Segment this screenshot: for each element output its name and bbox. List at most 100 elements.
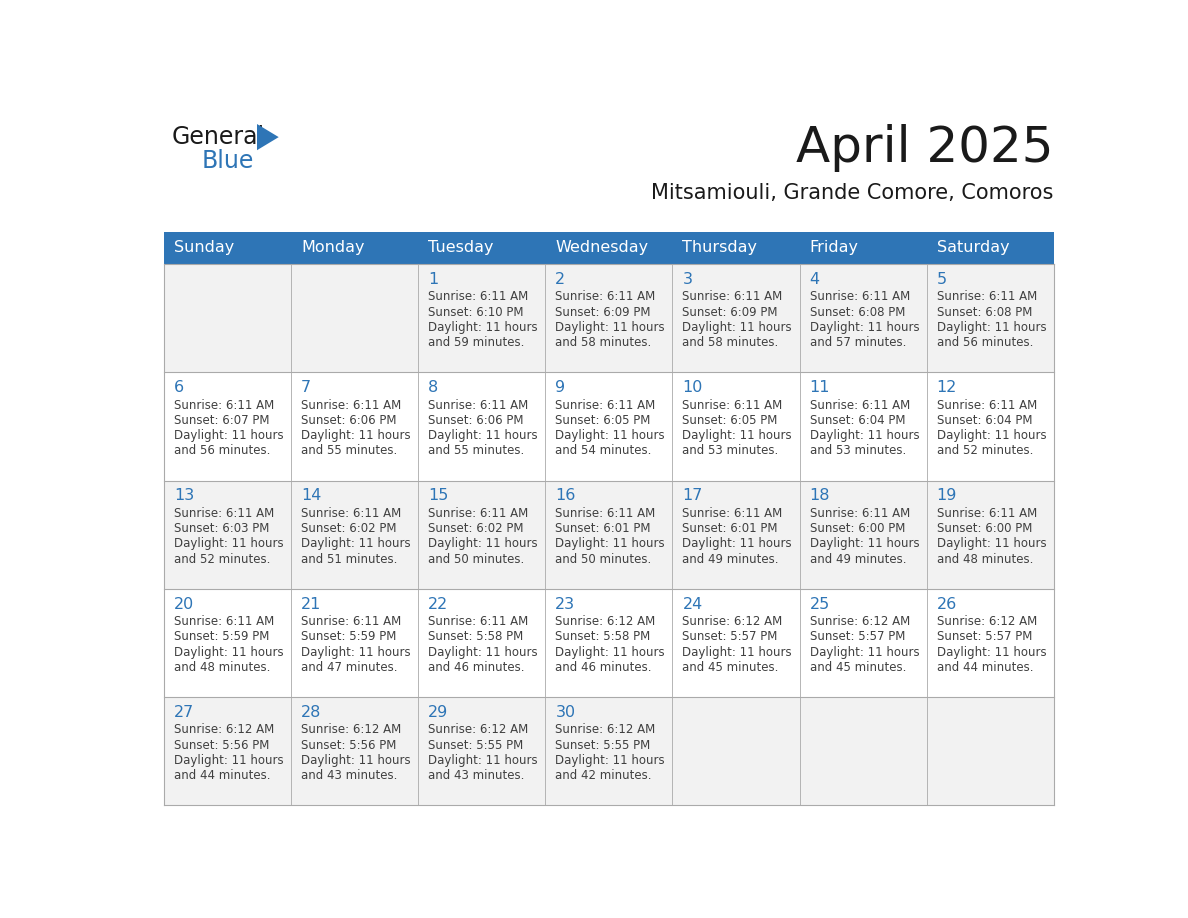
Text: and 56 minutes.: and 56 minutes. <box>175 444 271 457</box>
Text: Sunset: 6:02 PM: Sunset: 6:02 PM <box>302 522 397 535</box>
Text: Daylight: 11 hours: Daylight: 11 hours <box>682 429 792 442</box>
Text: Sunset: 5:59 PM: Sunset: 5:59 PM <box>302 631 397 644</box>
Text: Sunset: 6:10 PM: Sunset: 6:10 PM <box>429 306 524 319</box>
Text: Sunrise: 6:11 AM: Sunrise: 6:11 AM <box>936 507 1037 520</box>
Text: Sunrise: 6:11 AM: Sunrise: 6:11 AM <box>936 290 1037 303</box>
Polygon shape <box>257 124 279 151</box>
Text: Sunset: 6:02 PM: Sunset: 6:02 PM <box>429 522 524 535</box>
Text: 10: 10 <box>682 380 703 395</box>
Text: 1: 1 <box>429 272 438 286</box>
Text: Sunrise: 6:11 AM: Sunrise: 6:11 AM <box>809 290 910 303</box>
Text: Sunrise: 6:11 AM: Sunrise: 6:11 AM <box>682 507 783 520</box>
Text: Daylight: 11 hours: Daylight: 11 hours <box>809 429 920 442</box>
Text: Sunrise: 6:11 AM: Sunrise: 6:11 AM <box>936 398 1037 411</box>
Text: and 55 minutes.: and 55 minutes. <box>429 444 525 457</box>
Text: Sunrise: 6:12 AM: Sunrise: 6:12 AM <box>429 723 529 736</box>
Text: 3: 3 <box>682 272 693 286</box>
Text: 11: 11 <box>809 380 830 395</box>
Text: Daylight: 11 hours: Daylight: 11 hours <box>555 537 665 551</box>
Text: Sunrise: 6:11 AM: Sunrise: 6:11 AM <box>682 398 783 411</box>
Text: 2: 2 <box>555 272 565 286</box>
Text: Daylight: 11 hours: Daylight: 11 hours <box>302 429 411 442</box>
Text: Sunrise: 6:11 AM: Sunrise: 6:11 AM <box>429 615 529 628</box>
Text: and 46 minutes.: and 46 minutes. <box>555 661 652 674</box>
Text: Friday: Friday <box>809 241 859 255</box>
Text: General: General <box>172 125 265 149</box>
Text: Sunrise: 6:12 AM: Sunrise: 6:12 AM <box>936 615 1037 628</box>
Text: and 58 minutes.: and 58 minutes. <box>682 336 778 349</box>
Text: and 42 minutes.: and 42 minutes. <box>555 769 652 782</box>
Text: Daylight: 11 hours: Daylight: 11 hours <box>936 645 1047 658</box>
Text: and 50 minutes.: and 50 minutes. <box>429 553 525 565</box>
Text: and 52 minutes.: and 52 minutes. <box>936 444 1034 457</box>
Text: Sunrise: 6:11 AM: Sunrise: 6:11 AM <box>302 507 402 520</box>
Text: 13: 13 <box>175 488 195 503</box>
Text: Daylight: 11 hours: Daylight: 11 hours <box>682 320 792 334</box>
Text: Sunrise: 6:11 AM: Sunrise: 6:11 AM <box>682 290 783 303</box>
Text: Sunset: 6:04 PM: Sunset: 6:04 PM <box>809 414 905 427</box>
Text: Sunset: 6:03 PM: Sunset: 6:03 PM <box>175 522 270 535</box>
Text: 22: 22 <box>429 597 449 611</box>
Text: 27: 27 <box>175 705 195 720</box>
Text: and 55 minutes.: and 55 minutes. <box>302 444 398 457</box>
Text: Sunday: Sunday <box>175 241 234 255</box>
Text: Sunrise: 6:11 AM: Sunrise: 6:11 AM <box>302 615 402 628</box>
Text: 17: 17 <box>682 488 703 503</box>
Text: Sunset: 6:00 PM: Sunset: 6:00 PM <box>809 522 905 535</box>
Text: and 43 minutes.: and 43 minutes. <box>429 769 525 782</box>
Text: 7: 7 <box>302 380 311 395</box>
Text: Daylight: 11 hours: Daylight: 11 hours <box>809 320 920 334</box>
Bar <box>164 373 1054 481</box>
Text: Sunrise: 6:11 AM: Sunrise: 6:11 AM <box>429 398 529 411</box>
Text: Daylight: 11 hours: Daylight: 11 hours <box>175 754 284 767</box>
Text: Sunset: 6:05 PM: Sunset: 6:05 PM <box>555 414 651 427</box>
Text: Sunset: 5:55 PM: Sunset: 5:55 PM <box>429 739 524 752</box>
Text: 4: 4 <box>809 272 820 286</box>
Text: Daylight: 11 hours: Daylight: 11 hours <box>809 537 920 551</box>
Text: Blue: Blue <box>201 150 253 174</box>
Bar <box>164 697 1054 805</box>
Text: Sunrise: 6:11 AM: Sunrise: 6:11 AM <box>429 507 529 520</box>
Text: Sunset: 6:08 PM: Sunset: 6:08 PM <box>936 306 1032 319</box>
Text: Daylight: 11 hours: Daylight: 11 hours <box>429 320 538 334</box>
Text: Sunrise: 6:12 AM: Sunrise: 6:12 AM <box>682 615 783 628</box>
Text: 5: 5 <box>936 272 947 286</box>
Text: 8: 8 <box>429 380 438 395</box>
Text: Daylight: 11 hours: Daylight: 11 hours <box>302 754 411 767</box>
Text: Sunset: 5:56 PM: Sunset: 5:56 PM <box>302 739 397 752</box>
Text: Daylight: 11 hours: Daylight: 11 hours <box>429 754 538 767</box>
Text: 18: 18 <box>809 488 830 503</box>
Text: and 58 minutes.: and 58 minutes. <box>555 336 652 349</box>
Text: Daylight: 11 hours: Daylight: 11 hours <box>555 320 665 334</box>
Text: Daylight: 11 hours: Daylight: 11 hours <box>175 537 284 551</box>
Text: 9: 9 <box>555 380 565 395</box>
Text: 6: 6 <box>175 380 184 395</box>
Text: Daylight: 11 hours: Daylight: 11 hours <box>429 645 538 658</box>
Text: Sunrise: 6:12 AM: Sunrise: 6:12 AM <box>302 723 402 736</box>
Text: and 46 minutes.: and 46 minutes. <box>429 661 525 674</box>
Text: Sunset: 6:04 PM: Sunset: 6:04 PM <box>936 414 1032 427</box>
Bar <box>164 232 1054 264</box>
Text: Sunset: 6:05 PM: Sunset: 6:05 PM <box>682 414 778 427</box>
Text: Sunset: 6:06 PM: Sunset: 6:06 PM <box>429 414 524 427</box>
Text: Sunset: 5:57 PM: Sunset: 5:57 PM <box>936 631 1032 644</box>
Text: and 45 minutes.: and 45 minutes. <box>809 661 906 674</box>
Text: Sunrise: 6:12 AM: Sunrise: 6:12 AM <box>175 723 274 736</box>
Text: and 50 minutes.: and 50 minutes. <box>555 553 652 565</box>
Text: and 57 minutes.: and 57 minutes. <box>809 336 906 349</box>
Bar <box>164 232 1054 236</box>
Text: Sunset: 6:09 PM: Sunset: 6:09 PM <box>555 306 651 319</box>
Text: 30: 30 <box>555 705 575 720</box>
Text: Sunrise: 6:11 AM: Sunrise: 6:11 AM <box>555 398 656 411</box>
Text: 25: 25 <box>809 597 830 611</box>
Text: 24: 24 <box>682 597 703 611</box>
Text: Daylight: 11 hours: Daylight: 11 hours <box>682 645 792 658</box>
Text: Sunset: 6:09 PM: Sunset: 6:09 PM <box>682 306 778 319</box>
Text: Monday: Monday <box>302 241 365 255</box>
Text: Sunset: 6:08 PM: Sunset: 6:08 PM <box>809 306 905 319</box>
Text: Sunset: 5:58 PM: Sunset: 5:58 PM <box>429 631 524 644</box>
Bar <box>164 264 1054 373</box>
Text: and 43 minutes.: and 43 minutes. <box>302 769 398 782</box>
Text: and 51 minutes.: and 51 minutes. <box>302 553 398 565</box>
Text: Sunrise: 6:12 AM: Sunrise: 6:12 AM <box>809 615 910 628</box>
